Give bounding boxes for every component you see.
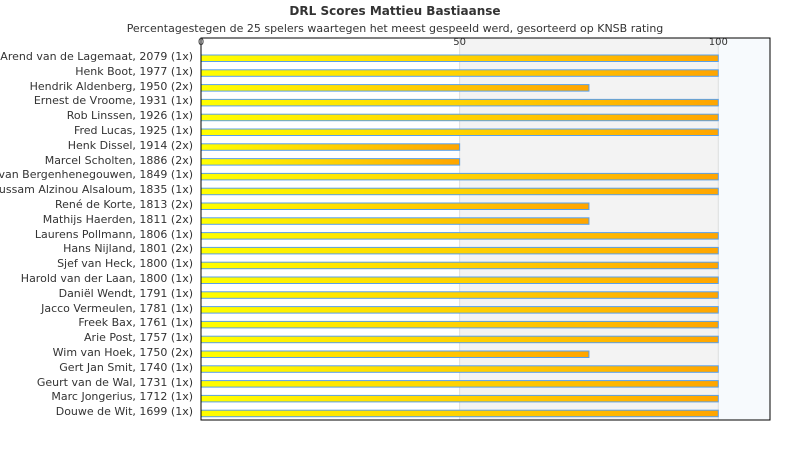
category-label: Douwe de Wit, 1699 (1x) <box>55 405 193 419</box>
category-label: Marcel Scholten, 1886 (2x) <box>44 153 193 167</box>
band-high <box>718 38 770 420</box>
category-label: Laurens Pollmann, 1806 (1x) <box>34 227 193 241</box>
category-label: Hendrik Aldenberg, 1950 (2x) <box>29 79 193 93</box>
chart-subtitle: Percentagestegen de 25 spelers waartegen… <box>126 22 664 35</box>
plot-border <box>200 37 771 421</box>
category-label: Geurt van de Wal, 1731 (1x) <box>36 375 193 389</box>
bar <box>200 380 719 388</box>
category-label: René de Korte, 1813 (2x) <box>55 198 193 211</box>
category-label: Rob Linssen, 1926 (1x) <box>66 109 193 123</box>
category-label: Fred Lucas, 1925 (1x) <box>73 124 193 137</box>
bar <box>200 113 719 122</box>
bar <box>200 84 590 92</box>
category-label: van Bergenhenegouwen, 1849 (1x) <box>0 168 193 182</box>
x-tick-label: 0 <box>197 37 205 48</box>
band-low <box>201 38 460 420</box>
bar <box>200 217 590 225</box>
category-label: Daniël Wendt, 1791 (1x) <box>58 286 193 300</box>
bar <box>200 291 719 299</box>
bar <box>200 320 719 329</box>
bar <box>200 172 719 181</box>
bar <box>200 261 719 270</box>
bar <box>200 202 590 210</box>
bar <box>200 365 719 373</box>
bar <box>200 350 590 358</box>
bar <box>200 143 461 151</box>
bar <box>200 394 719 403</box>
category-label: Henk Boot, 1977 (1x) <box>75 64 193 78</box>
bar <box>200 306 719 314</box>
category-label: Harold van der Laan, 1800 (1x) <box>20 272 193 285</box>
category-label: Wim van Hoek, 1750 (2x) <box>52 346 193 359</box>
bar <box>200 69 719 77</box>
category-label: Freek Bax, 1761 (1x) <box>78 316 193 330</box>
chart-title: DRL Scores Mattieu Bastiaanse <box>289 4 501 18</box>
category-label: Henk Dissel, 1914 (2x) <box>67 138 193 152</box>
bar <box>200 409 719 418</box>
x-tick-label: 100 <box>708 37 728 48</box>
bar <box>200 276 719 284</box>
bar <box>200 128 719 136</box>
bar <box>200 246 719 255</box>
category-label: Gert Jan Smit, 1740 (1x) <box>59 360 193 374</box>
bar <box>200 187 719 196</box>
category-label: Arend van de Lagemaat, 2079 (1x) <box>0 50 193 63</box>
category-label: lussam Alzinou Alsaloum, 1835 (1x) <box>0 183 193 197</box>
x-tick-label: 50 <box>453 37 466 48</box>
band-mid <box>459 38 719 420</box>
category-label: Mathijs Haerden, 1811 (2x) <box>42 212 193 226</box>
bar <box>200 232 719 240</box>
bar <box>200 158 461 166</box>
category-label: Ernest de Vroome, 1931 (1x) <box>33 94 193 108</box>
category-label: Marc Jongerius, 1712 (1x) <box>51 390 193 404</box>
category-label: Jacco Vermeulen, 1781 (1x) <box>41 301 193 315</box>
bar <box>200 335 719 344</box>
bar <box>200 98 719 107</box>
category-label: Sjef van Heck, 1800 (1x) <box>57 257 193 271</box>
category-label: Arie Post, 1757 (1x) <box>84 331 193 345</box>
category-label: Hans Nijland, 1801 (2x) <box>63 242 193 256</box>
bar <box>200 54 719 62</box>
